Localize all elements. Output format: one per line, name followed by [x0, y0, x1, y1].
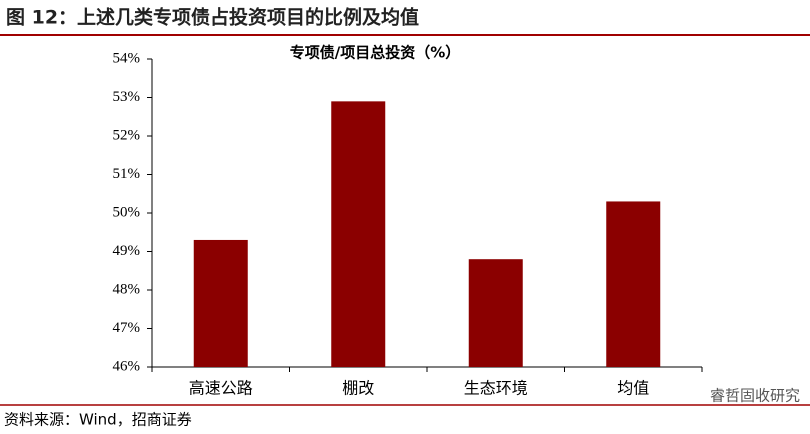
x-tick-label: 棚改 [342, 379, 374, 398]
y-tick-label: 52% [113, 127, 141, 143]
watermark: 睿哲固收研究 [710, 387, 800, 405]
x-tick-label: 生态环境 [464, 379, 528, 398]
chart-title: 图 12：上述几类专项债占投资项目的比例及均值 [6, 6, 419, 29]
y-tick-label: 51% [113, 166, 141, 182]
y-tick-label: 53% [113, 89, 141, 105]
bar [331, 101, 386, 367]
x-tick-label: 高速公路 [189, 379, 253, 398]
bar [606, 201, 661, 367]
y-tick-label: 47% [113, 320, 141, 336]
y-tick-label: 50% [113, 204, 141, 220]
y-tick-label: 48% [113, 281, 141, 297]
bar [193, 239, 248, 367]
y-tick-label: 46% [113, 358, 141, 374]
bar [468, 259, 523, 367]
source-note: 资料来源：Wind，招商证券 [4, 411, 192, 429]
y-tick-label: 49% [113, 243, 141, 259]
chart-subtitle: 专项债/项目总投资（%） [290, 44, 461, 62]
y-tick-label: 54% [113, 50, 141, 66]
x-tick-label: 均值 [617, 379, 649, 398]
